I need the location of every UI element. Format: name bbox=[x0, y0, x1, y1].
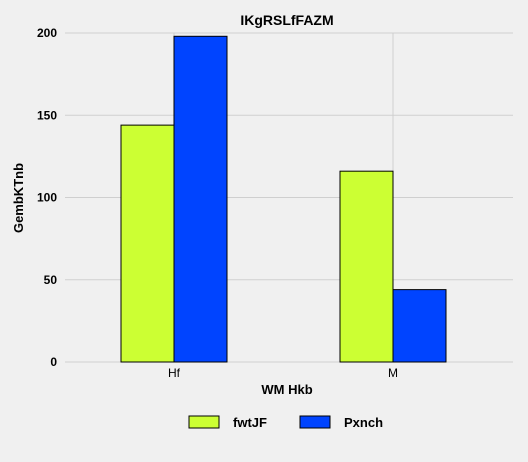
y-tick-label: 200 bbox=[37, 26, 57, 40]
x-axis-label: WM Hkb bbox=[261, 382, 312, 397]
y-tick-label: 50 bbox=[44, 273, 58, 287]
legend: fwtJF Pxnch bbox=[188, 415, 383, 430]
x-tick-label: Hf bbox=[168, 366, 181, 380]
chart-title: IKgRSLfFAZM bbox=[240, 12, 333, 28]
y-tick-label: 0 bbox=[50, 355, 57, 369]
legend-swatch-0 bbox=[188, 415, 220, 429]
y-tick-label: 150 bbox=[37, 108, 57, 122]
bar-fwtJF-M bbox=[339, 170, 394, 363]
y-tick-label: 100 bbox=[37, 191, 57, 205]
bar-Pxnch-M bbox=[392, 289, 447, 363]
y-axis-label: GembKTnb bbox=[11, 163, 26, 233]
bars-layer bbox=[120, 35, 447, 363]
ticks-layer: 0 50 100 150 200 Hf M bbox=[37, 26, 398, 380]
bar-fwtJF-Hf bbox=[120, 124, 175, 363]
x-tick-label: M bbox=[388, 366, 398, 380]
legend-label-1: Pxnch bbox=[344, 415, 383, 430]
bar-Pxnch-Hf bbox=[173, 35, 228, 363]
legend-swatch-1 bbox=[299, 415, 331, 429]
legend-label-0: fwtJF bbox=[233, 415, 267, 430]
